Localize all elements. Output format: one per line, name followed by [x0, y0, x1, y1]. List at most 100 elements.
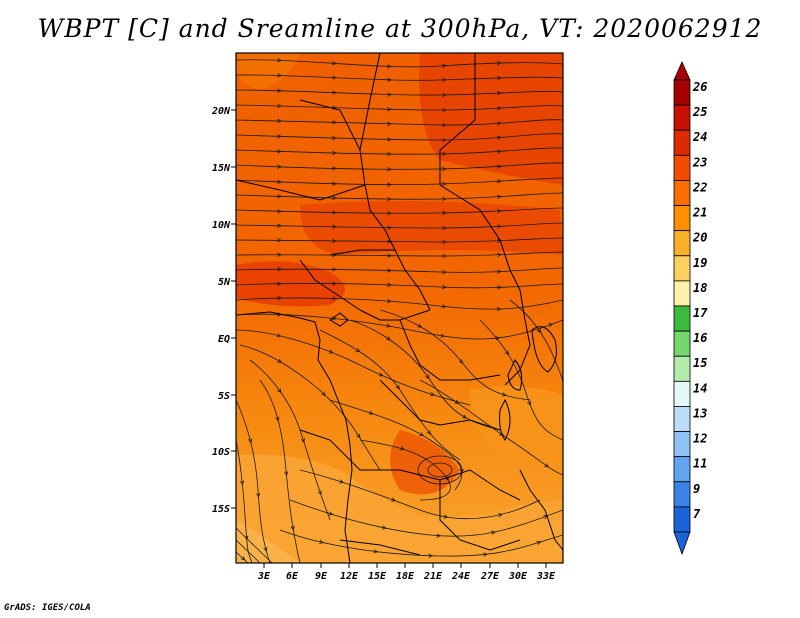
- streamline-arrowhead: [442, 253, 447, 259]
- streamline-arrowhead: [277, 179, 282, 184]
- streamline-arrowhead: [277, 296, 282, 301]
- streamline-arrowhead: [332, 75, 337, 80]
- streamline-arrowhead: [332, 135, 337, 141]
- streamline-arrowhead: [537, 328, 542, 334]
- streamline-arrowhead: [387, 253, 392, 258]
- streamline-arrowhead: [332, 267, 337, 272]
- streamline-arrowhead: [387, 107, 392, 112]
- streamline-arrowhead: [496, 179, 502, 184]
- lon-label-12e: 12E: [340, 571, 359, 582]
- colorbar-swatch: [673, 230, 691, 257]
- streamline-arrowhead: [387, 137, 392, 142]
- streamline-arrowhead: [497, 238, 502, 243]
- streamline-arrowhead: [442, 151, 447, 157]
- streamline-arrowhead: [381, 525, 387, 530]
- streamline-arrowhead: [441, 63, 447, 68]
- streamline-arrowhead: [277, 358, 283, 363]
- streamline-arrowhead: [386, 323, 392, 328]
- streamline-arrowhead: [497, 164, 502, 169]
- streamline-arrowhead: [497, 269, 502, 274]
- streamline-arrowhead: [387, 268, 392, 273]
- streamline-arrowhead: [332, 166, 337, 171]
- lat-label-eq: EQ: [218, 334, 230, 345]
- colorbar: 26 25 24 23 22 21 20 19 18 17 16 15 14 13 12 11 9 7: [673, 61, 708, 556]
- streamline-arrowhead: [387, 121, 392, 126]
- streamline-arrowhead: [332, 296, 337, 301]
- colorbar-label: 17: [693, 306, 708, 320]
- streamline-arrowhead: [247, 438, 253, 444]
- grads-credit: GrADS: IGES/COLA: [4, 603, 91, 613]
- streamline-arrowhead: [497, 252, 502, 257]
- streamline-arrowhead: [240, 556, 246, 561]
- streamline-arrowhead: [277, 194, 282, 199]
- streamline-arrowhead: [497, 224, 502, 229]
- streamline-arrowhead: [277, 118, 282, 123]
- longitude-axis: 3E 6E 9E 12E 15E 18E 21E 24E 27E 30E 33E: [257, 563, 556, 582]
- colorbar-swatch: [673, 79, 691, 106]
- streamline-arrowhead: [387, 167, 392, 172]
- colorbar-label: 9: [693, 482, 700, 496]
- streamline-arrowhead: [355, 347, 361, 352]
- streamline-arrowhead: [387, 298, 392, 304]
- streamline-arrowhead: [387, 211, 392, 216]
- streamline-arrowhead: [332, 210, 337, 215]
- lat-label-5n: 5N: [218, 277, 231, 288]
- colorbar-label: 22: [692, 180, 707, 194]
- streamline-arrowhead: [391, 497, 396, 502]
- colorbar-label: 19: [693, 256, 707, 270]
- streamline-arrowhead: [544, 463, 549, 468]
- streamline-arrowhead: [378, 372, 384, 377]
- streamline-arrowhead: [277, 252, 282, 257]
- streamline-arrowhead: [332, 90, 337, 95]
- colorbar-swatch: [673, 255, 691, 282]
- country-borders: [236, 53, 563, 563]
- colorbar-label: 13: [693, 406, 707, 420]
- streamline-arrowhead: [244, 535, 249, 541]
- lat-label-10s: 10S: [212, 447, 230, 458]
- streamline-arrowhead: [483, 552, 488, 557]
- streamline-arrowhead: [543, 515, 549, 519]
- streamline-arrowhead: [332, 281, 337, 286]
- colorbar-swatch: [673, 154, 691, 181]
- colorbar-label: 24: [692, 130, 707, 144]
- streamline-arrowhead: [277, 223, 282, 228]
- streamline-arrowhead: [442, 122, 447, 128]
- streamline-arrowhead: [373, 549, 379, 554]
- streamline-arrowhead: [387, 64, 392, 69]
- colorbar-label: 20: [692, 231, 707, 245]
- streamline-arrowhead: [387, 282, 392, 287]
- streamline-arrowhead: [277, 267, 282, 272]
- streamline-arrowhead: [332, 238, 337, 243]
- streamline-arrowhead: [263, 547, 268, 552]
- streamline-arrowhead: [442, 225, 447, 231]
- streamline-arrowhead: [497, 194, 502, 199]
- colorbar-swatch: [673, 129, 691, 156]
- streamline-arrowhead: [548, 323, 554, 328]
- streamline-arrowhead: [328, 511, 334, 516]
- colorbar-swatch: [673, 104, 691, 131]
- lat-label-15n: 15N: [212, 163, 231, 174]
- chart-title: WBPT [C] and Sreamline at 300hPa, VT: 20…: [37, 14, 763, 43]
- streamline-arrowhead: [277, 58, 282, 63]
- streamline-arrowhead: [275, 416, 280, 422]
- streamline-arrowhead: [442, 196, 447, 202]
- streamline-arrowhead: [277, 209, 282, 214]
- streamline-arrowhead: [497, 208, 502, 214]
- colorbar-swatch: [673, 456, 691, 483]
- streamline-arrowhead: [332, 61, 337, 66]
- colorbar-swatch: [673, 305, 691, 332]
- streamline-arrowhead: [321, 391, 326, 397]
- streamline-arrowhead: [426, 430, 432, 435]
- colorbar-label: 18: [693, 281, 707, 295]
- streamline-arrowhead: [536, 540, 542, 545]
- streamline-arrowhead: [328, 349, 334, 354]
- colorbar-label: 21: [692, 206, 707, 220]
- lon-label-27e: 27E: [480, 571, 500, 582]
- map-panel: [236, 53, 563, 563]
- lat-label-5s: 5S: [218, 391, 230, 402]
- streamline-arrowhead: [436, 533, 442, 538]
- streamline-arrowhead: [497, 91, 502, 96]
- streamline-arrowhead: [277, 388, 282, 394]
- streamline-arrowhead: [490, 530, 496, 535]
